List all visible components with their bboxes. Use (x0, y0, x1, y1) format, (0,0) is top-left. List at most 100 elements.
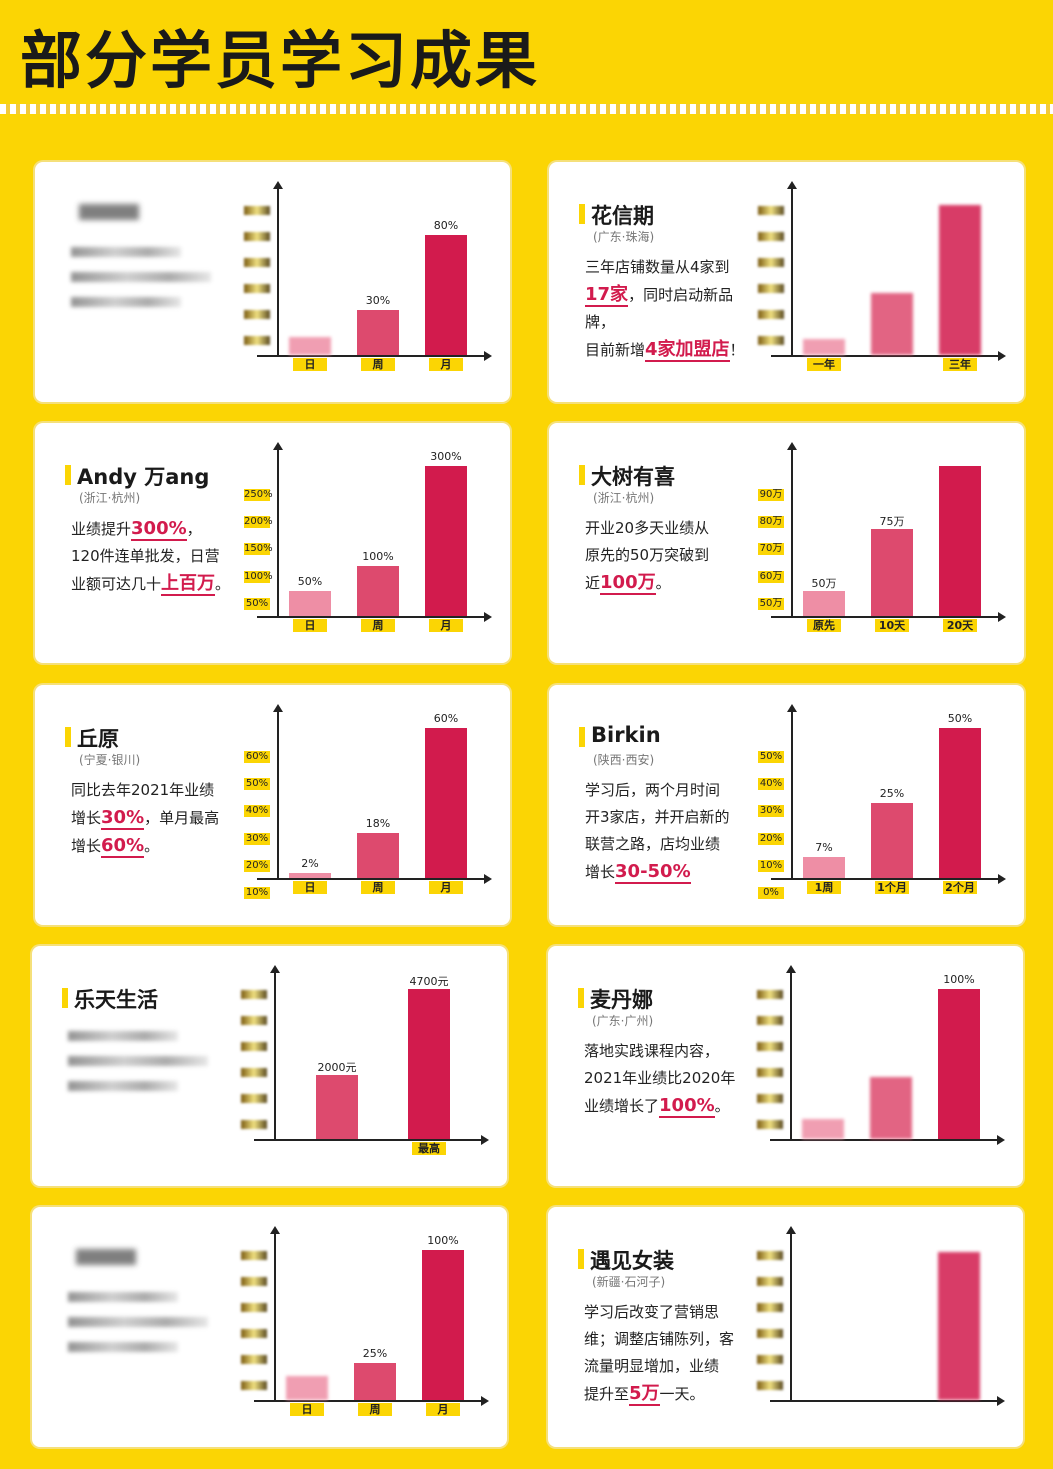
text-segment: 开3家店，并开启新的 (585, 808, 730, 826)
product-thumbnail (241, 990, 267, 999)
product-thumbnail (757, 1277, 783, 1286)
bar-value-label: 7% (815, 841, 833, 854)
text-segment: 业绩提升 (71, 520, 132, 538)
text-segment: 原先的50万突破到 (585, 546, 710, 564)
description-line: 目前新增4家加盟店！ (585, 336, 755, 364)
description-line: 三年店铺数量从4家到 (585, 254, 755, 281)
description-line: 开业20多天业绩从 (585, 515, 755, 542)
chart-bar (939, 466, 981, 616)
text-segment: 落地实践课程内容， (584, 1042, 720, 1060)
bar-category-label: 三年 (943, 358, 977, 371)
bar-category-label: 月 (429, 358, 463, 371)
result-description: 落地实践课程内容， 2021年业绩比2020年 业绩增长了100%。 (584, 1038, 754, 1120)
student-name: 遇见女装 (578, 1245, 674, 1275)
chart-y-axis (786, 965, 796, 1139)
header-stripe (0, 104, 1053, 114)
y-tick-label: 20% (758, 832, 784, 845)
bar-category-label: 日 (293, 619, 327, 632)
description-line: 增长30%，单月最高 (71, 804, 241, 832)
result-card: 大树有喜 (浙江·杭州) 开业20多天业绩从 原先的50万突破到 近100万。 90万 80… (549, 423, 1024, 663)
text-segment: 提升至 (584, 1385, 630, 1403)
student-name: 丘原 (65, 723, 119, 753)
y-tick-label: 40% (758, 778, 784, 791)
product-thumbnail (757, 1068, 783, 1077)
product-thumbnail (757, 1303, 783, 1312)
text-segment: 流量明显增加，业绩 (584, 1357, 720, 1375)
y-tick-label: 60% (244, 751, 270, 763)
chart-x-axis (771, 351, 1006, 361)
bar-value-label: 18% (365, 817, 391, 830)
blurred-text (68, 1081, 178, 1091)
header: 部分学员学习成果 (0, 0, 1053, 104)
highlight-figure: 上百万 (161, 573, 216, 596)
text-segment: ，同时启动新品牌， (585, 286, 734, 331)
product-thumbnail (244, 258, 270, 267)
chart-bar (357, 566, 399, 616)
highlight-figure: 60% (101, 835, 145, 858)
blurred-text (68, 1031, 178, 1041)
y-tick-label: 10% (244, 887, 270, 899)
product-thumbnail (758, 232, 784, 241)
product-thumbnail (244, 232, 270, 241)
highlight-figure: 300% (131, 518, 187, 541)
chart-bar (938, 989, 980, 1139)
bar-value-label: 300% (430, 450, 462, 463)
result-card: 花信期 (广东·珠海) 三年店铺数量从4家到 17家，同时启动新品牌， 目前新增4家加盟… (549, 162, 1024, 402)
student-name: Birkin (579, 723, 661, 747)
product-thumbnail (757, 990, 783, 999)
bar-category-label: 原先 (807, 619, 841, 632)
product-thumbnail (758, 336, 784, 345)
result-description: 学习后改变了营销思 维；调整店铺陈列，客 流量明显增加，业绩 提升至5万一天。 (584, 1299, 754, 1408)
product-thumbnail (241, 1303, 267, 1312)
student-location: (宁夏·银川) (79, 753, 141, 767)
text-segment: 三年店铺数量从4家到 (585, 258, 730, 276)
chart-y-axis (273, 181, 283, 355)
bar-category-label: 日 (293, 358, 327, 371)
product-thumbnail (757, 1329, 783, 1338)
student-name: Andy 万ang (65, 461, 209, 491)
bar-category-label: 一年 (807, 358, 841, 371)
product-thumbnail (757, 1120, 783, 1129)
result-card: 丘原 (宁夏·银川) 同比去年2021年业绩 增长30%，单月最高 增长60%。 60% 5… (35, 685, 510, 925)
text-segment: 联营之路，店均业绩 (585, 835, 721, 853)
result-card: Birkin (陕西·西安) 学习后，两个月时间 开3家店，并开启新的 联营之路，店均业… (549, 685, 1024, 925)
chart-bar (870, 1077, 912, 1139)
description-line: 120件连单批发，日营 (71, 543, 241, 570)
description-line: 业绩增长了100%。 (584, 1092, 754, 1120)
chart-bar (802, 1119, 844, 1139)
chart-x-axis (771, 874, 1006, 884)
product-thumbnail (758, 206, 784, 215)
bar-value-label: 25% (879, 787, 905, 800)
chart-bar (357, 310, 399, 355)
product-thumbnail (241, 1329, 267, 1338)
chart-x-axis (254, 1135, 489, 1145)
blurred-text (71, 272, 211, 282)
description-line: 开3家店，并开启新的 (585, 804, 755, 831)
description-line: 联营之路，店均业绩 (585, 831, 755, 858)
chart-x-axis (770, 1135, 1005, 1145)
student-location: (陕西·西安) (593, 753, 655, 767)
bar-value-label: 100% (427, 1234, 459, 1247)
text-segment: 目前新增 (585, 341, 646, 359)
bar-value-label: 4700元 (409, 975, 449, 988)
student-name: 大树有喜 (579, 461, 675, 491)
highlight-figure: 100% (659, 1095, 715, 1118)
chart-bar (316, 1075, 358, 1139)
chart-y-axis (270, 965, 280, 1139)
chart-x-axis (257, 874, 492, 884)
blurred-name (79, 204, 139, 220)
bar-category-label: 月 (429, 619, 463, 632)
y-tick-label: 80万 (758, 516, 784, 529)
bar-category-label: 2个月 (943, 881, 977, 894)
chart-bar (803, 857, 845, 878)
page-title: 部分学员学习成果 (20, 24, 541, 97)
text-segment: 。 (655, 574, 671, 592)
product-thumbnail (244, 336, 270, 345)
text-segment: 维；调整店铺陈列，客 (584, 1330, 735, 1348)
bar-category-label: 月 (429, 881, 463, 894)
y-tick-label: 100% (244, 570, 273, 583)
product-thumbnail (244, 284, 270, 293)
description-line: 流量明显增加，业绩 (584, 1353, 754, 1380)
y-tick-label: 10% (758, 859, 784, 872)
description-line: 17家，同时启动新品牌， (585, 281, 755, 336)
